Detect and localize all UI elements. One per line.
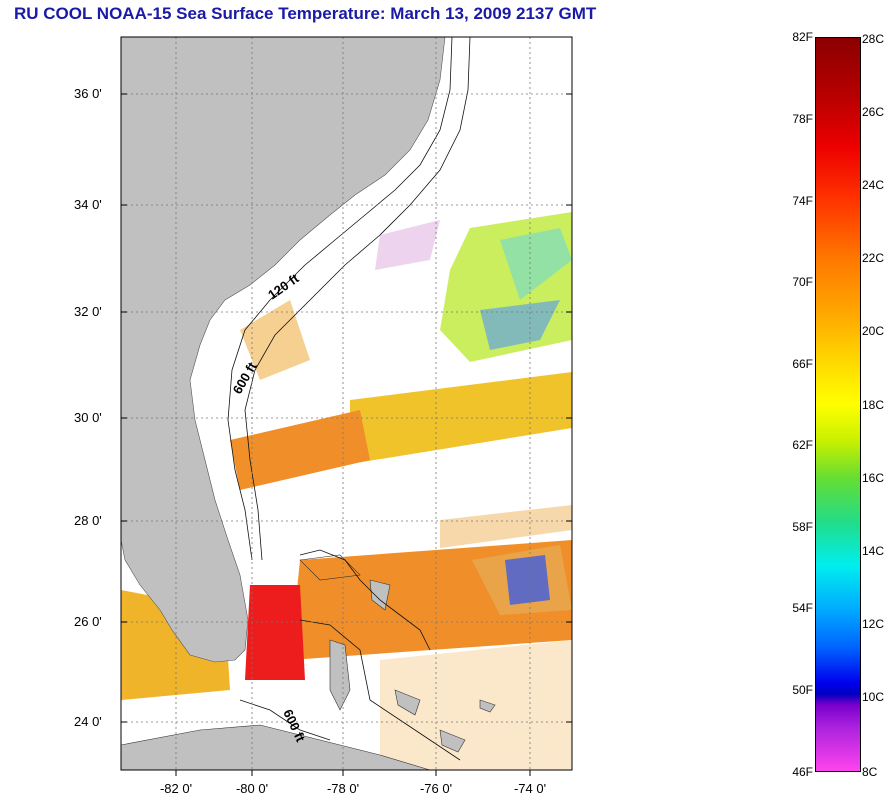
colorbar-c-label: 22C bbox=[862, 251, 885, 265]
colorbar-c-label: 28C bbox=[862, 32, 885, 46]
colorbar-f-label: 70F bbox=[792, 275, 813, 289]
colorbar-f-label: 50F bbox=[792, 683, 813, 697]
map-frame bbox=[120, 36, 573, 771]
land-bahamas bbox=[299, 554, 496, 753]
map-canvas: 120 ft 600 ft 600 ft bbox=[120, 36, 573, 776]
lon-label: -82 0' bbox=[159, 781, 193, 796]
colorbar-c-label: 20C bbox=[862, 324, 885, 338]
graticule bbox=[121, 37, 572, 770]
colorbar-c-label: 24C bbox=[862, 178, 885, 192]
sst-map[interactable]: 120 ft 600 ft 600 ft 36 0' 34 0' 32 0' 3… bbox=[0, 0, 600, 801]
lat-label: 36 0' bbox=[74, 86, 102, 101]
lat-label: 34 0' bbox=[74, 197, 102, 212]
colorbar-f-label: 62F bbox=[792, 438, 813, 452]
colorbar-f-label: 58F bbox=[792, 520, 813, 534]
colorbar-f-label: 82F bbox=[792, 30, 813, 44]
lat-label: 24 0' bbox=[74, 714, 102, 729]
lon-label: -74 0' bbox=[513, 781, 547, 796]
bathymetry-contours bbox=[227, 37, 471, 761]
colorbar-c-label: 10C bbox=[862, 690, 885, 704]
sst-patches bbox=[121, 212, 572, 770]
colorbar-c-label: 14C bbox=[862, 544, 885, 558]
lat-label: 26 0' bbox=[74, 614, 102, 629]
land-mainland bbox=[121, 37, 446, 663]
lon-label: -78 0' bbox=[326, 781, 360, 796]
colorbar-f-label: 54F bbox=[792, 601, 813, 615]
lat-label: 30 0' bbox=[74, 410, 102, 425]
colorbar-f-label: 74F bbox=[792, 194, 813, 208]
lat-label: 28 0' bbox=[74, 513, 102, 528]
colorbar-c-label: 16C bbox=[862, 471, 885, 485]
lat-label: 32 0' bbox=[74, 304, 102, 319]
colorbar-f-label: 66F bbox=[792, 357, 813, 371]
colorbar-c-label: 8C bbox=[862, 765, 878, 779]
colorbar-f-label: 46F bbox=[792, 765, 813, 779]
colorbar-c-label: 26C bbox=[862, 105, 885, 119]
lon-label: -76 0' bbox=[419, 781, 453, 796]
colorbar-c-label: 12C bbox=[862, 617, 885, 631]
lon-label: -80 0' bbox=[235, 781, 269, 796]
temperature-colorbar bbox=[815, 37, 861, 772]
colorbar-c-label: 18C bbox=[862, 398, 885, 412]
title: RU COOL NOAA-15 Sea Surface Temperature:… bbox=[14, 4, 597, 23]
colorbar-f-label: 78F bbox=[792, 112, 813, 126]
land-cuba bbox=[121, 724, 431, 770]
